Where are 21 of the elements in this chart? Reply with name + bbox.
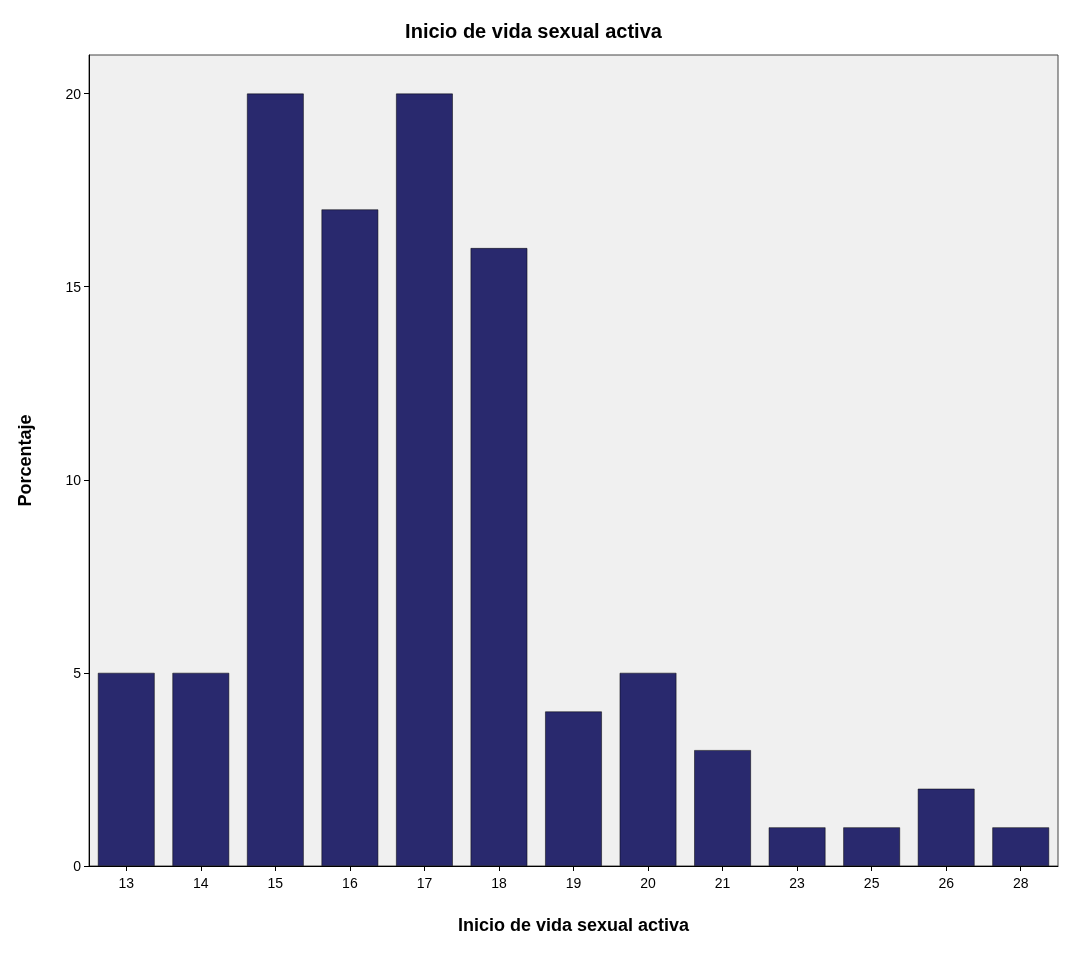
- x-tick-label: 17: [416, 875, 433, 891]
- x-tick-label: 15: [267, 875, 284, 891]
- x-tick-label: 28: [1012, 875, 1029, 891]
- x-tick-label: 25: [863, 875, 880, 891]
- y-tick-label: 5: [73, 664, 82, 681]
- y-tick-label: 0: [73, 858, 82, 874]
- x-tick-label: 21: [714, 875, 731, 891]
- x-tick-label: 20: [640, 875, 657, 891]
- chart-title: Inicio de vida sexual activa: [405, 20, 663, 42]
- x-tick-label: 26: [938, 875, 955, 891]
- y-tick-label: 20: [65, 85, 82, 102]
- x-tick-label: 23: [789, 875, 806, 891]
- x-tick-label: 16: [342, 875, 358, 891]
- x-axis-title: Inicio de vida sexual activa: [457, 915, 691, 935]
- x-tick-label: 13: [118, 875, 135, 891]
- y-tick-label: 10: [65, 471, 82, 488]
- x-tick-label: 14: [193, 875, 209, 891]
- x-tick-label: 19: [565, 875, 582, 891]
- x-tick-label: 18: [491, 875, 507, 891]
- y-axis-title: Porcentaje: [15, 414, 35, 507]
- y-tick-label: 15: [65, 278, 82, 295]
